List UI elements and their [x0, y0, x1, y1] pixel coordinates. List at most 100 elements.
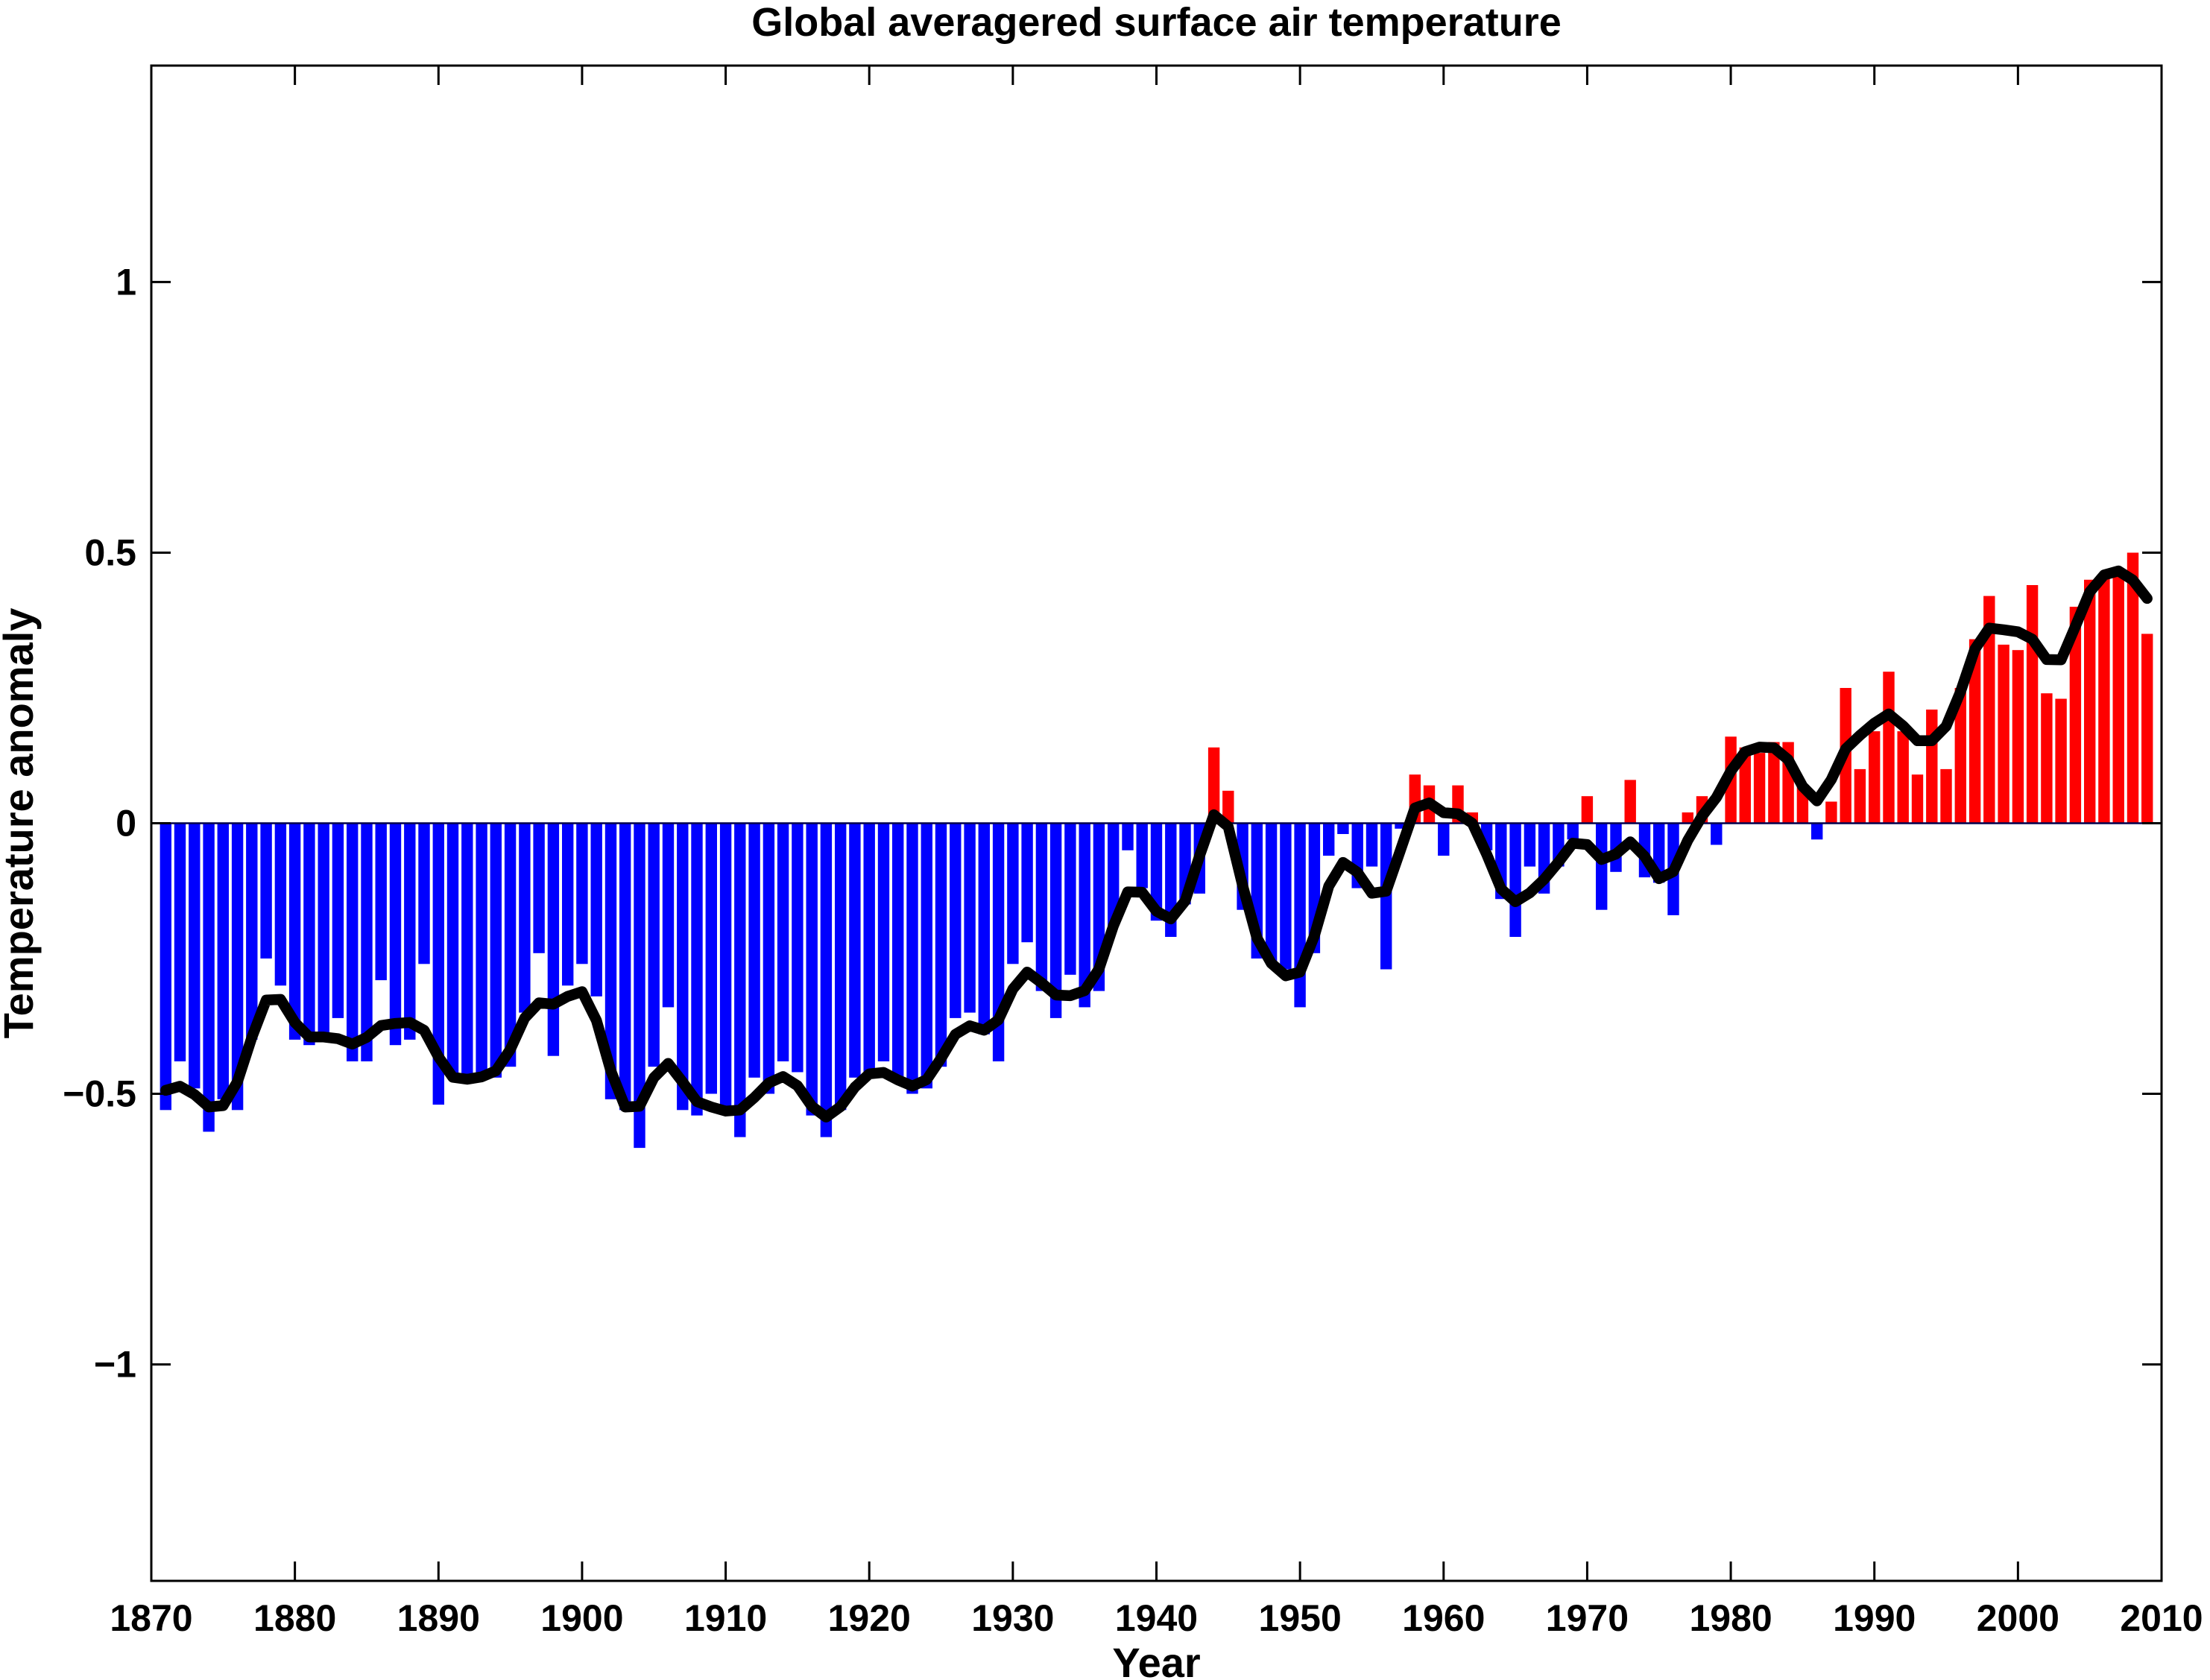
bar-1931	[1021, 823, 1033, 943]
bar-1945	[1222, 790, 1234, 824]
bar-1938	[1122, 823, 1134, 850]
bar-2004	[2069, 607, 2082, 824]
x-tick-label: 1950	[1259, 1597, 1342, 1639]
bar-1902	[604, 823, 617, 1099]
bar-1949	[1280, 823, 1292, 970]
bar-1875	[217, 823, 229, 1099]
bar-1881	[303, 823, 315, 1046]
x-tick-label: 1970	[1546, 1597, 1629, 1639]
bar-1973	[1624, 780, 1636, 824]
bar-1923	[906, 823, 918, 1094]
bar-1997	[1969, 639, 1981, 824]
bar-1979	[1711, 823, 1723, 845]
bar-1953	[1337, 823, 1349, 834]
bar-1894	[490, 823, 502, 1078]
bar-1927	[964, 823, 976, 1013]
bar-2002	[2041, 693, 2053, 824]
bar-1911	[734, 823, 746, 1137]
bar-1998	[1983, 596, 1995, 824]
x-tick-label: 2010	[2120, 1597, 2203, 1639]
y-tick-label: 0	[116, 803, 136, 844]
plot-border	[150, 64, 2163, 1582]
x-tick-label: 1990	[1833, 1597, 1916, 1639]
bar-1883	[332, 823, 344, 1018]
bar-1928	[978, 823, 990, 1035]
bar-1994	[1926, 710, 1938, 824]
bar-1944	[1207, 747, 1220, 824]
bar-1917	[820, 823, 833, 1137]
bar-1914	[777, 823, 789, 1061]
bar-2008	[2127, 552, 2139, 824]
bar-1930	[1007, 823, 1019, 964]
bar-1901	[590, 823, 602, 997]
chart-title: Global averagered surface air temperatur…	[751, 0, 1562, 45]
bar-1983	[1768, 742, 1780, 824]
bar-1918	[835, 823, 847, 1111]
bar-1896	[519, 823, 531, 1013]
bar-1982	[1753, 753, 1766, 824]
bar-1906	[662, 823, 675, 1008]
bar-1890	[432, 823, 444, 1105]
bar-1921	[877, 823, 890, 1061]
bar-1990	[1869, 731, 1881, 824]
bar-1991	[1883, 672, 1895, 824]
bar-1995	[1940, 768, 1952, 824]
bar-1898	[547, 823, 560, 1056]
bar-1934	[1064, 823, 1076, 975]
bar-1895	[504, 823, 517, 1067]
bar-1993	[1911, 774, 1924, 824]
bar-1992	[1897, 731, 1909, 824]
bar-1900	[576, 823, 588, 964]
x-axis-label: Year	[1112, 1639, 1200, 1680]
bar-1970	[1581, 796, 1594, 824]
bar-1950	[1294, 823, 1306, 1008]
bar-2009	[2141, 634, 2153, 824]
bar-1925	[935, 823, 947, 1067]
bar-1897	[533, 823, 545, 953]
bar-1872	[174, 823, 186, 1061]
bar-1876	[231, 823, 244, 1111]
bar-1937	[1108, 823, 1120, 926]
bar-1889	[418, 823, 430, 964]
bar-1913	[763, 823, 775, 1094]
bar-1948	[1265, 823, 1278, 964]
bar-1935	[1079, 823, 1090, 1008]
x-tick-label: 1880	[253, 1597, 336, 1639]
bar-2000	[2012, 650, 2024, 824]
bar-2003	[2055, 698, 2067, 824]
bar-2006	[2098, 574, 2110, 824]
bar-1893	[476, 823, 487, 1078]
bar-1981	[1739, 747, 1751, 824]
bar-1908	[691, 823, 703, 1116]
bar-1888	[404, 823, 416, 1040]
bar-1952	[1323, 823, 1335, 856]
bar-1879	[274, 823, 287, 986]
bar-1877	[246, 823, 258, 1040]
bar-1932	[1035, 823, 1048, 991]
x-tick-label: 2000	[1977, 1597, 2059, 1639]
x-tick-label: 1930	[971, 1597, 1054, 1639]
bar-1999	[1998, 644, 2009, 824]
bar-1987	[1825, 801, 1837, 824]
bar-1873	[189, 823, 201, 1089]
smoothed-line	[160, 565, 2153, 1123]
bar-1977	[1682, 812, 1693, 824]
bar-1874	[203, 823, 215, 1132]
bar-1882	[318, 823, 329, 1040]
bar-1871	[160, 823, 171, 1111]
bar-1966	[1524, 823, 1536, 867]
bar-1960	[1438, 823, 1450, 856]
bar-1940	[1150, 823, 1163, 921]
bar-1926	[950, 823, 962, 1018]
bar-1965	[1509, 823, 1521, 937]
bar-1924	[921, 823, 932, 1089]
bar-1909	[705, 823, 717, 1094]
x-tick-label: 1890	[397, 1597, 480, 1639]
bar-1880	[288, 823, 301, 1040]
bar-1971	[1596, 823, 1608, 910]
bar-1989	[1854, 768, 1866, 824]
y-tick-label: 1	[116, 261, 136, 303]
bar-1899	[562, 823, 574, 986]
